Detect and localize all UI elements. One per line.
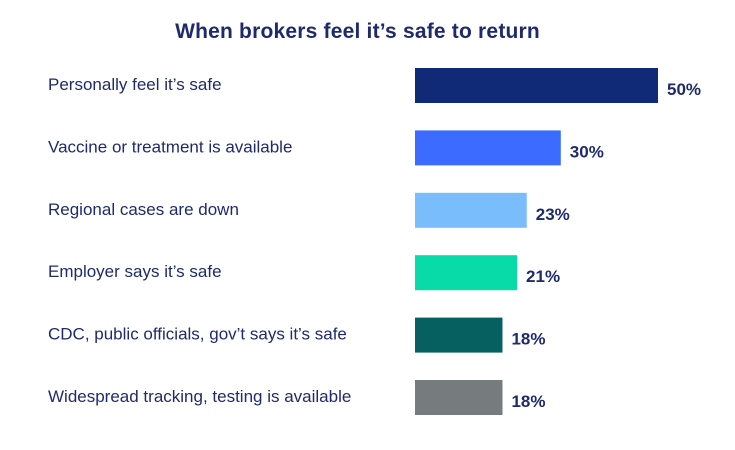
value-label: 50%	[667, 80, 701, 99]
value-label: 30%	[570, 142, 604, 161]
bar	[415, 192, 527, 228]
category-label: Regional cases are down	[48, 200, 239, 219]
value-label: 23%	[536, 205, 570, 224]
bar	[415, 255, 518, 291]
category-label: Vaccine or treatment is available	[48, 137, 292, 156]
chart-title: When brokers feel it’s safe to return	[175, 20, 540, 43]
value-label: 18%	[511, 392, 545, 411]
bar	[415, 68, 658, 103]
category-label: Employer says it’s safe	[48, 262, 222, 281]
category-label: CDC, public officials, gov’t says it’s s…	[48, 325, 347, 344]
value-label: 18%	[511, 330, 545, 349]
category-label: Personally feel it’s safe	[48, 75, 222, 94]
bar	[415, 130, 561, 166]
value-label: 21%	[526, 267, 560, 286]
category-label: Widespread tracking, testing is availabl…	[48, 387, 351, 406]
bar	[415, 380, 503, 415]
bar	[415, 317, 503, 353]
